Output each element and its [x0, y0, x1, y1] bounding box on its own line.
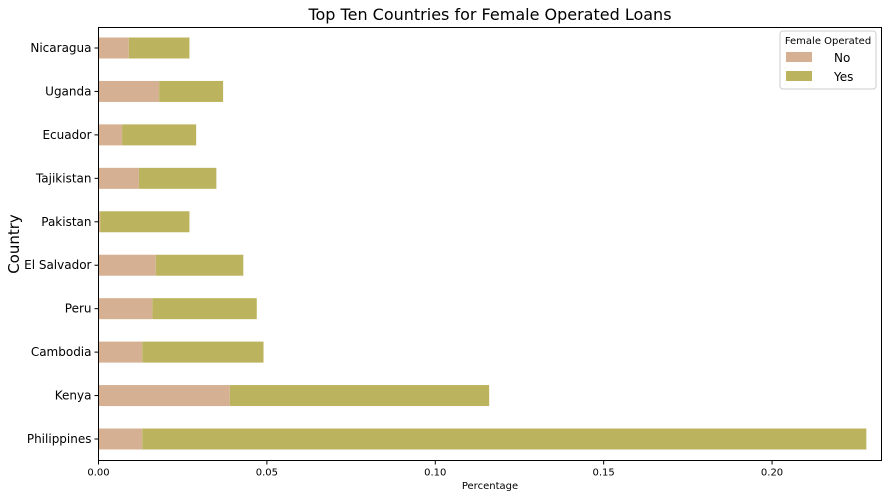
x-ticks: 0.00 0.05 0.10 0.15 0.20	[87, 460, 783, 479]
axes	[98, 27, 882, 461]
y-tick-label: Pakistan	[41, 215, 91, 229]
x-tick-label: 0.20	[761, 468, 783, 479]
bar-el-salvador-no	[98, 254, 156, 276]
legend-swatch-no	[786, 52, 812, 62]
x-tick-label: 0.05	[256, 468, 278, 479]
bar-tajikistan-no	[98, 167, 139, 189]
bar-kenya-no	[98, 385, 230, 407]
bar-nicaragua-no	[98, 37, 129, 59]
y-tick-label: El Salvador	[24, 258, 91, 272]
legend-swatch-yes	[786, 71, 812, 81]
legend-label-no: No	[834, 51, 850, 65]
bar-el-salvador-yes	[155, 254, 244, 276]
y-tick-label: Nicaragua	[30, 41, 91, 55]
y-tick-label: Cambodia	[31, 345, 92, 359]
bar-cambodia-no	[98, 341, 143, 363]
bar-philippines-yes	[142, 428, 867, 450]
bar-nicaragua-yes	[128, 37, 190, 59]
bar-uganda-no	[98, 80, 160, 102]
legend-label-yes: Yes	[833, 70, 853, 84]
bar-ecuador-yes	[122, 124, 197, 146]
x-tick-label: 0.00	[87, 468, 109, 479]
plot-frame	[98, 27, 882, 461]
y-tick-label: Kenya	[55, 389, 92, 403]
bar-peru-no	[98, 298, 153, 320]
y-axis-label: Country	[5, 214, 23, 274]
y-tick-label: Tajikistan	[35, 171, 92, 185]
chart-title: Top Ten Countries for Female Operated Lo…	[307, 5, 671, 24]
bar-uganda-yes	[159, 80, 224, 102]
y-tick-label: Philippines	[27, 432, 92, 446]
legend-title: Female Operated	[785, 36, 871, 47]
y-tick-label: Uganda	[45, 84, 91, 98]
bar-ecuador-no	[98, 124, 123, 146]
bar-pakistan-yes	[100, 211, 190, 233]
bar-philippines-no	[98, 428, 143, 450]
bars	[98, 37, 867, 450]
x-axis-label: Percentage	[462, 481, 518, 492]
x-tick-label: 0.10	[424, 468, 446, 479]
bar-tajikistan-yes	[138, 167, 217, 189]
bar-cambodia-yes	[142, 341, 264, 363]
bar-kenya-yes	[229, 385, 490, 407]
y-tick-label: Peru	[65, 302, 92, 316]
bar-peru-yes	[152, 298, 257, 320]
y-tick-label: Ecuador	[42, 128, 91, 142]
bar-pakistan-no	[98, 211, 101, 233]
legend: Female Operated No Yes	[779, 30, 877, 90]
x-tick-label: 0.15	[593, 468, 615, 479]
legend-items: No Yes	[786, 51, 853, 84]
y-ticks: Philippines Kenya Cambodia Peru El Salvador P…	[24, 41, 99, 446]
